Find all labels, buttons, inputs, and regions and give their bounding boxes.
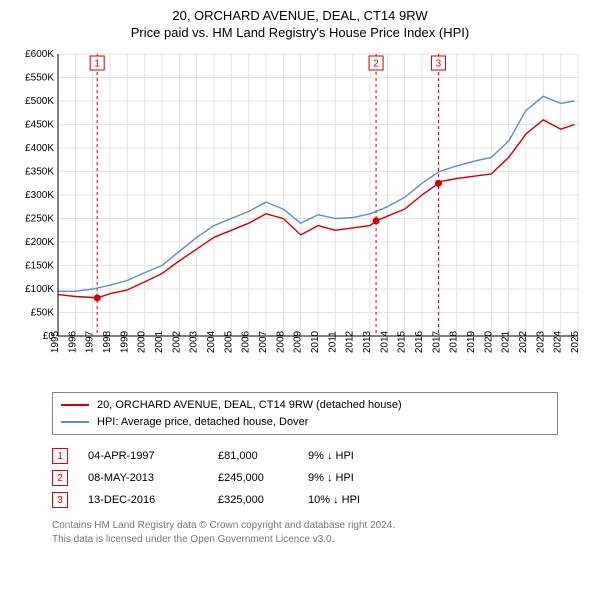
svg-text:3: 3 [436,59,442,70]
svg-text:2008: 2008 [275,330,286,353]
table-row: 1 04-APR-1997 £81,000 9% ↓ HPI [52,445,558,467]
svg-text:2014: 2014 [379,330,390,353]
svg-text:2025: 2025 [570,330,581,353]
svg-text:2003: 2003 [189,330,200,353]
legend-item: HPI: Average price, detached house, Dove… [61,414,549,431]
svg-text:2019: 2019 [466,330,477,353]
svg-text:2018: 2018 [449,330,460,353]
svg-text:1: 1 [94,59,100,70]
table-row: 3 13-DEC-2016 £325,000 10% ↓ HPI [52,489,558,511]
svg-text:2020: 2020 [483,330,494,353]
tx-price: £81,000 [218,450,288,462]
svg-text:2001: 2001 [154,330,165,353]
price-chart: 123£0£50K£100K£150K£200K£250K£300K£350K£… [12,46,588,386]
tx-diff: 9% ↓ HPI [308,472,408,484]
tx-price: £245,000 [218,472,288,484]
tx-diff: 10% ↓ HPI [308,494,408,506]
legend-swatch [61,404,89,406]
svg-text:£500K: £500K [25,96,54,107]
svg-text:2002: 2002 [171,330,182,353]
footer-line: This data is licensed under the Open Gov… [52,533,558,547]
svg-text:£50K: £50K [31,308,55,319]
svg-text:2023: 2023 [535,330,546,353]
tx-date: 08-MAY-2013 [88,472,198,484]
svg-text:£250K: £250K [25,214,54,225]
svg-text:2015: 2015 [397,330,408,353]
chart-legend: 20, ORCHARD AVENUE, DEAL, CT14 9RW (deta… [52,392,558,435]
svg-text:2024: 2024 [553,330,564,353]
table-row: 2 08-MAY-2013 £245,000 9% ↓ HPI [52,467,558,489]
svg-text:2007: 2007 [258,330,269,353]
svg-text:2004: 2004 [206,330,217,353]
svg-text:1998: 1998 [102,330,113,353]
svg-text:2017: 2017 [431,330,442,353]
tx-date: 04-APR-1997 [88,450,198,462]
tx-diff: 9% ↓ HPI [308,450,408,462]
legend-label: HPI: Average price, detached house, Dove… [97,414,308,431]
svg-text:2010: 2010 [310,330,321,353]
svg-text:1997: 1997 [85,330,96,353]
legend-item: 20, ORCHARD AVENUE, DEAL, CT14 9RW (deta… [61,397,549,414]
tx-price: £325,000 [218,494,288,506]
attribution-footer: Contains HM Land Registry data © Crown c… [52,519,558,546]
footer-line: Contains HM Land Registry data © Crown c… [52,519,558,533]
svg-text:£100K: £100K [25,284,54,295]
svg-text:2013: 2013 [362,330,373,353]
svg-text:£450K: £450K [25,120,54,131]
svg-text:1995: 1995 [50,330,61,353]
svg-text:2016: 2016 [414,330,425,353]
svg-text:2009: 2009 [293,330,304,353]
svg-text:2006: 2006 [241,330,252,353]
tx-date: 13-DEC-2016 [88,494,198,506]
legend-swatch [61,421,89,423]
svg-text:2: 2 [373,59,379,70]
svg-text:2005: 2005 [223,330,234,353]
svg-text:£300K: £300K [25,190,54,201]
svg-text:£400K: £400K [25,143,54,154]
svg-text:2011: 2011 [327,331,338,353]
page-title-sub: Price paid vs. HM Land Registry's House … [12,25,588,40]
tx-badge: 2 [52,470,68,486]
svg-text:2022: 2022 [518,330,529,353]
svg-text:2021: 2021 [501,330,512,353]
svg-text:£550K: £550K [25,73,54,84]
transactions-table: 1 04-APR-1997 £81,000 9% ↓ HPI 2 08-MAY-… [52,445,558,511]
svg-text:£150K: £150K [25,261,54,272]
tx-badge: 3 [52,492,68,508]
page-title-address: 20, ORCHARD AVENUE, DEAL, CT14 9RW [12,8,588,23]
svg-text:2012: 2012 [345,330,356,353]
svg-text:1996: 1996 [67,330,78,353]
legend-label: 20, ORCHARD AVENUE, DEAL, CT14 9RW (deta… [97,397,402,414]
svg-text:£200K: £200K [25,237,54,248]
svg-text:£350K: £350K [25,167,54,178]
svg-text:£600K: £600K [25,49,54,60]
svg-text:2000: 2000 [137,330,148,353]
tx-badge: 1 [52,448,68,464]
svg-text:1999: 1999 [119,330,130,353]
